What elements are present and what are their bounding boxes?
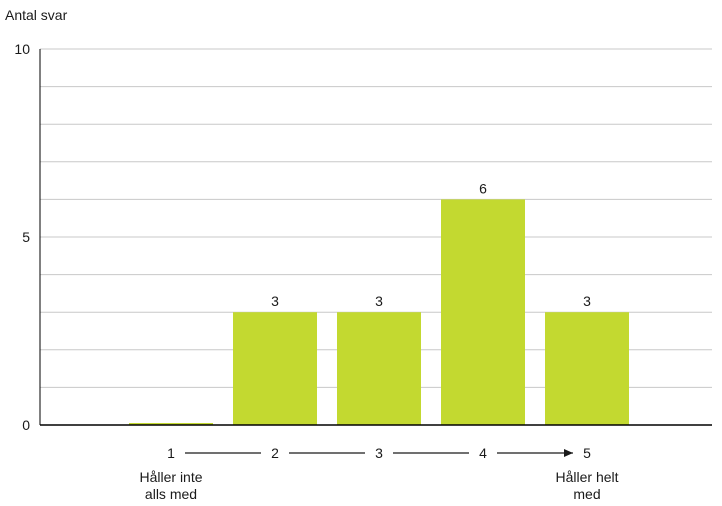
arrow-head-icon xyxy=(564,449,573,457)
y-axis-title: Antal svar xyxy=(5,7,68,23)
y-tick-label: 5 xyxy=(22,229,30,245)
bar xyxy=(441,199,525,425)
x-tick-label: 5 xyxy=(583,445,591,461)
axes xyxy=(39,49,712,426)
bars: 3 3 6 3 xyxy=(129,180,629,425)
bar xyxy=(545,312,629,425)
y-tick-label: 0 xyxy=(22,417,30,433)
bar-value-label: 3 xyxy=(271,293,279,309)
scale-low-label: Håller inte alls med xyxy=(139,469,202,502)
x-tick-label: 4 xyxy=(479,445,487,461)
scale-high-label: Håller helt med xyxy=(555,469,618,502)
y-tick-label: 10 xyxy=(14,41,30,57)
x-tick-label: 2 xyxy=(271,445,279,461)
x-scale-axis: 1 2 3 4 5 Håller inte alls med Håller helt med xyxy=(139,445,618,502)
x-tick-label: 3 xyxy=(375,445,383,461)
bar-value-label: 3 xyxy=(583,293,591,309)
gridlines xyxy=(40,48,712,388)
bar xyxy=(337,312,421,425)
bar-value-label: 3 xyxy=(375,293,383,309)
x-tick-label: 1 xyxy=(167,445,175,461)
bar xyxy=(233,312,317,425)
bar-value-label: 6 xyxy=(479,180,487,196)
y-tick-labels: 0 5 10 xyxy=(14,41,30,433)
